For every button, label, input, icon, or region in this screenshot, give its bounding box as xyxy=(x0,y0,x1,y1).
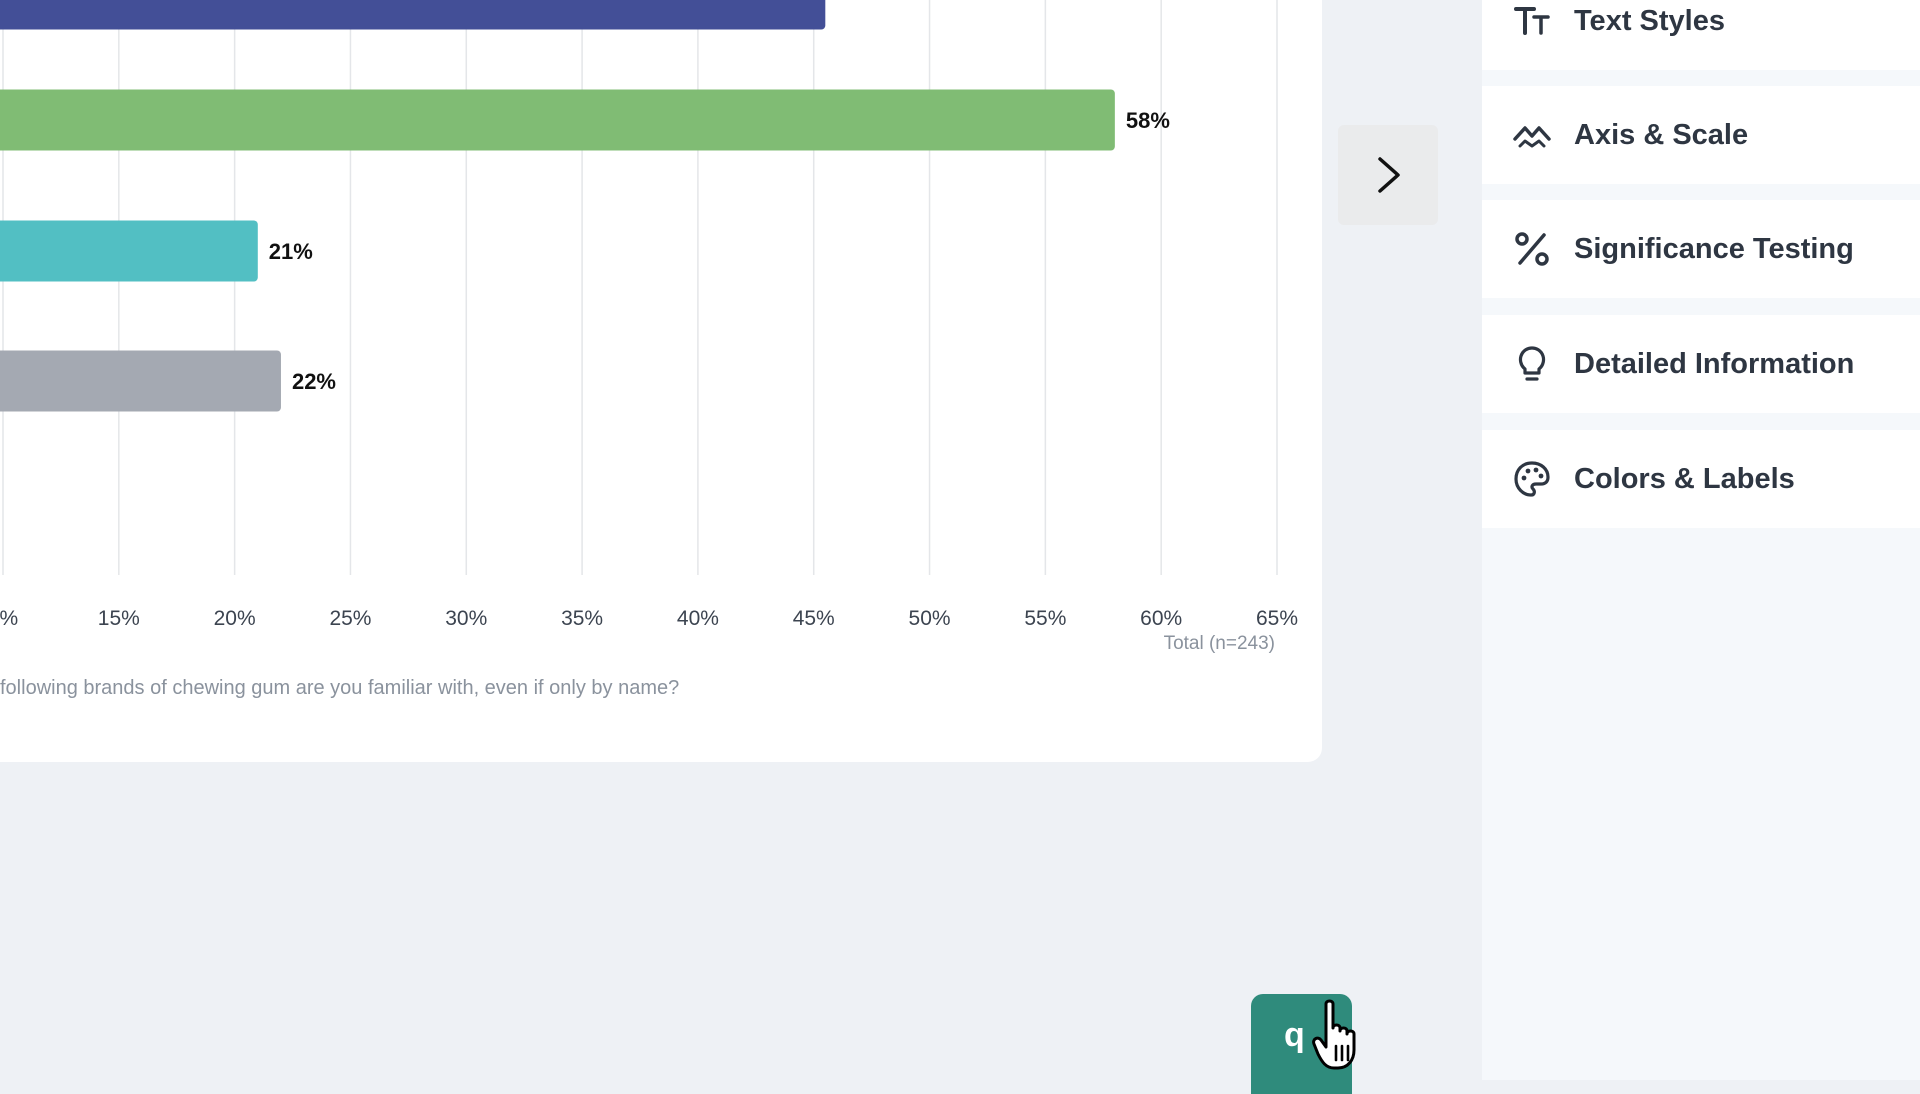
panel-item-axis-scale[interactable]: Axis & Scale xyxy=(1482,86,1920,184)
x-tick-label: 60% xyxy=(1140,607,1182,630)
panel-item-label: Detailed Information xyxy=(1574,347,1855,380)
x-tick-label: 35% xyxy=(561,607,603,630)
x-tick-label: 65% xyxy=(1256,607,1298,630)
x-tick-label: 0% xyxy=(0,607,18,630)
chevron-right-icon xyxy=(1378,157,1400,193)
next-button[interactable] xyxy=(1338,125,1438,225)
chart-card: 0% 15% 20% 25% 30% 35% 40% 45% 50% 55% 60% 65% 58% 21… xyxy=(0,0,1322,762)
x-tick-label: 55% xyxy=(1024,607,1066,630)
bar-value-label: 21% xyxy=(269,239,313,264)
bar-chart: 0% 15% 20% 25% 30% 35% 40% 45% 50% 55% 60% 65% 58% 21… xyxy=(0,0,1298,654)
axis-scale-icon xyxy=(1512,115,1552,155)
text-styles-icon xyxy=(1512,1,1552,41)
panel-item-significance-testing[interactable]: Significance Testing xyxy=(1482,200,1920,298)
panel-item-label: Significance Testing xyxy=(1574,232,1854,265)
x-tick-label: 15% xyxy=(98,607,140,630)
base-size-label: Total (n=243) xyxy=(1164,633,1275,654)
question-text: following brands of chewing gum are you … xyxy=(0,677,680,699)
bar-value-label: 22% xyxy=(292,369,336,394)
panel-item-label: Colors & Labels xyxy=(1574,462,1795,495)
bar xyxy=(0,220,258,282)
x-tick-label: 45% xyxy=(793,607,835,630)
bar xyxy=(0,350,281,412)
panel-item-label: Text Styles xyxy=(1574,4,1725,37)
panel-item-text-styles[interactable]: Text Styles xyxy=(1482,0,1920,70)
bar xyxy=(0,0,826,30)
panel-item-label: Axis & Scale xyxy=(1574,118,1749,151)
bar-value-label: 58% xyxy=(1126,108,1170,133)
chat-launcher-glyph: q xyxy=(1284,1016,1305,1054)
bar xyxy=(0,89,1115,151)
panel-item-colors-labels[interactable]: Colors & Labels xyxy=(1482,430,1920,528)
percent-icon xyxy=(1512,229,1552,269)
x-tick-label: 30% xyxy=(445,607,487,630)
x-tick-label: 25% xyxy=(329,607,371,630)
x-tick-label: 20% xyxy=(214,607,256,630)
pointer-hand-icon xyxy=(1312,999,1356,1070)
x-tick-label: 50% xyxy=(909,607,951,630)
panel-item-detailed-information[interactable]: Detailed Information xyxy=(1482,315,1920,413)
lightbulb-icon xyxy=(1512,344,1552,384)
x-tick-label: 40% xyxy=(677,607,719,630)
settings-panel: Text Styles Axis & Scale Significance Te… xyxy=(1482,0,1920,1080)
palette-icon xyxy=(1512,459,1552,499)
